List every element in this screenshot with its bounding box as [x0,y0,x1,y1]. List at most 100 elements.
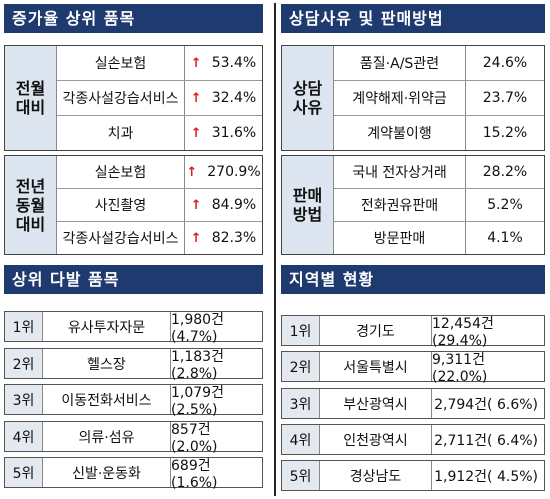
item-value: 23.7% [482,90,528,106]
consult-header: 상담사유 및 판매방법 [281,4,545,33]
table-row: 4위 인천광역시 2,711건( 6.4%) [281,424,545,455]
rank-cell: 4위 [5,422,43,451]
rank-cell: 2위 [282,352,320,381]
item-name: 국내 전자상거래 [334,156,466,188]
item-name: 실손보험 [57,156,185,188]
item-name: 방문판매 [334,222,466,254]
table-row: 2위 서울특별시 9,311건(22.0%) [281,351,545,385]
table-row: 3위 부산광역시 2,794건( 6.6%) [281,388,545,419]
table-row: 2위 헬스장 1,183건(2.8%) [4,348,263,382]
row-separator [57,221,262,222]
list-item: 각종사설강습서비스 ↑ 32.4% [57,81,262,115]
row-separator [334,115,544,116]
increase-header: 증가율 상위 품목 [4,4,263,33]
item-name: 계약해제·위약금 [334,81,466,115]
table-row: 4위 의류·섬유 857건(2.0%) [4,421,263,455]
item-name: 의류·섬유 [43,422,171,451]
item-name: 경상남도 [320,461,432,490]
item-value: 53.4% [211,55,257,71]
list-item: 품질·A/S관련 24.6% [334,46,544,80]
item-value: 689건(1.6%) [171,457,218,491]
group-label-text: 전년 동월 대비 [15,176,46,234]
frequent-header: 상위 다발 품목 [4,265,263,294]
item-name: 유사투자자문 [43,312,171,341]
item-value: 82.3% [211,230,257,246]
consult-group-method: 판매 방법 국내 전자상거래 28.2% 전화권유판매 5.2% 방문판매 4.… [281,155,545,255]
increase-group-yearly: 전년 동월 대비 실손보험 ↑ 270.9% 사진촬영 ↑ 84.9% 각종사설강습… [4,155,263,255]
rank-cell: 5위 [5,458,43,487]
item-value: 84.9% [211,197,257,213]
item-value: 1,980건(4.7%) [171,311,224,345]
item-name: 인천광역시 [320,425,432,454]
item-value: 9,311건(22.0%) [432,351,488,385]
up-arrow-icon: ↑ [190,90,202,106]
center-divider [274,3,276,496]
item-name: 품질·A/S관련 [334,46,466,80]
rank-cell: 3위 [282,389,320,418]
row-separator [57,188,262,189]
item-name: 부산광역시 [320,389,432,418]
rank-cell: 1위 [282,316,320,345]
table-row: 1위 경기도 12,454건(29.4%) [281,315,545,349]
item-value: 1,912건( 4.5%) [434,468,538,485]
row-separator [57,80,262,81]
list-item: 사진촬영 ↑ 84.9% [57,189,262,221]
item-name: 실손보험 [57,46,185,80]
region-header: 지역별 현황 [281,265,545,294]
rank-cell: 3위 [5,385,43,414]
consult-title: 상담사유 및 판매방법 [289,9,444,28]
up-arrow-icon: ↑ [190,230,202,246]
up-arrow-icon: ↑ [186,164,198,180]
item-value: 24.6% [482,55,528,71]
item-value: 15.2% [482,125,528,141]
group-label-reason: 상담 사유 [282,46,334,150]
item-name: 서울특별시 [320,352,432,381]
list-item: 전화권유판매 5.2% [334,189,544,221]
row-separator [334,80,544,81]
up-arrow-icon: ↑ [190,125,202,141]
list-item: 국내 전자상거래 28.2% [334,156,544,188]
list-item: 계약해제·위약금 23.7% [334,81,544,115]
list-item: 실손보험 ↑ 270.9% [57,156,262,188]
item-value: 1,183건(2.8%) [171,348,224,382]
group-label-text: 전월 대비 [15,79,46,117]
rank-cell: 2위 [5,349,43,378]
frequent-title: 상위 다발 품목 [12,270,120,289]
item-name: 각종사설강습서비스 [57,81,185,115]
row-separator [57,115,262,116]
item-name: 치과 [57,116,185,150]
item-value: 5.2% [487,197,523,213]
rank-cell: 5위 [282,461,320,490]
item-value: 1,079건(2.5%) [171,384,224,418]
group-label-text: 상담 사유 [292,79,323,117]
list-item: 치과 ↑ 31.6% [57,116,262,150]
table-row: 3위 이동전화서비스 1,079건(2.5%) [4,384,263,418]
rank-cell: 4위 [282,425,320,454]
item-value: 857건(2.0%) [171,421,218,455]
region-title: 지역별 현황 [289,270,375,289]
item-value: 12,454건(29.4%) [432,315,494,349]
item-value: 2,794건( 6.6%) [434,396,538,413]
group-label-monthly: 전월 대비 [5,46,57,150]
item-name: 계약불이행 [334,116,466,150]
group-label-method: 판매 방법 [282,156,334,254]
table-row: 5위 경상남도 1,912건( 4.5%) [281,460,545,491]
item-value: 28.2% [482,164,528,180]
item-value: 2,711건( 6.4%) [434,432,538,449]
item-value: 270.9% [207,164,261,180]
table-row: 5위 신발·운동화 689건(1.6%) [4,457,263,491]
item-name: 각종사설강습서비스 [57,222,185,254]
up-arrow-icon: ↑ [190,197,202,213]
table-row: 1위 유사투자자문 1,980건(4.7%) [4,311,263,345]
item-value: 4.1% [487,230,523,246]
rank-cell: 1위 [5,312,43,341]
item-name: 신발·운동화 [43,458,171,487]
list-item: 방문판매 4.1% [334,222,544,254]
up-arrow-icon: ↑ [190,55,202,71]
item-name: 사진촬영 [57,189,185,221]
item-name: 전화권유판매 [334,189,466,221]
item-value: 32.4% [211,90,257,106]
increase-group-monthly: 전월 대비 실손보험 ↑ 53.4% 각종사설강습서비스 ↑ 32.4% 치과 ↑ 3… [4,45,263,151]
list-item: 각종사설강습서비스 ↑ 82.3% [57,222,262,254]
item-name: 이동전화서비스 [43,385,171,414]
